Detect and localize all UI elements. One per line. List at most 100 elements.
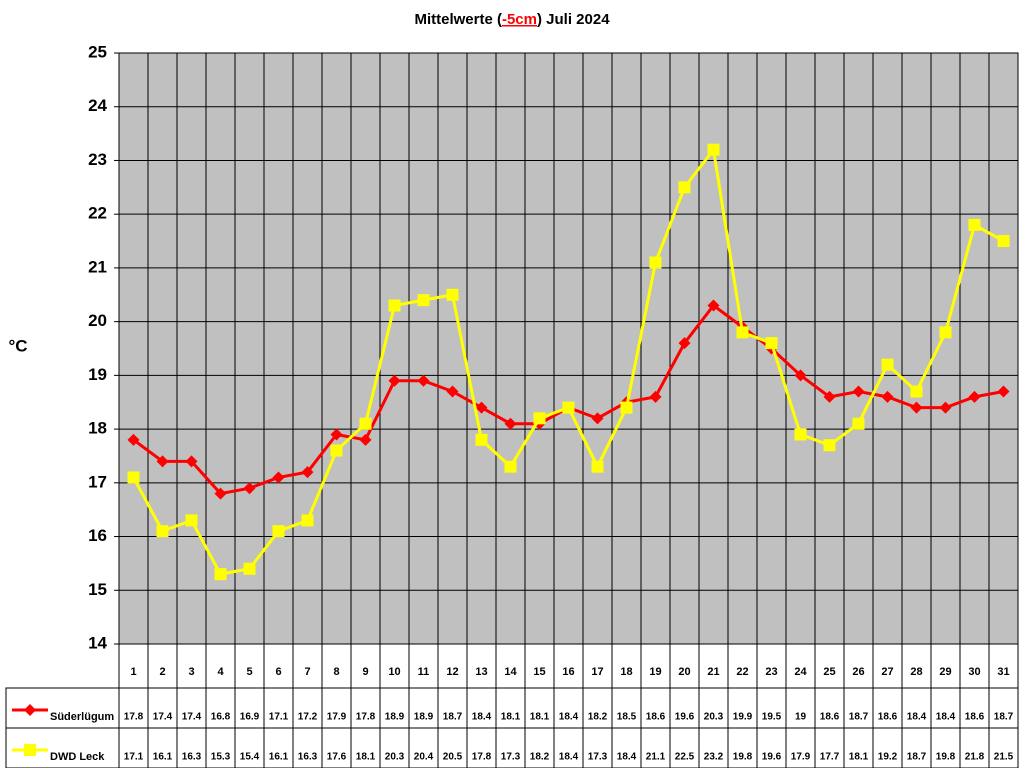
point — [417, 294, 430, 307]
point — [359, 417, 372, 430]
table-value: 16.8 — [211, 712, 231, 723]
table-value: 17.9 — [791, 752, 811, 763]
legend-marker — [24, 744, 36, 756]
table-value: 19.5 — [762, 712, 782, 723]
data-table — [118, 643, 1019, 768]
table-value: 15.3 — [211, 752, 231, 763]
table-value: 19.6 — [675, 712, 695, 723]
point — [823, 439, 836, 452]
table-value: 17.6 — [327, 752, 347, 763]
point — [446, 288, 459, 301]
point — [388, 299, 401, 312]
x-tick-label: 5 — [246, 666, 252, 678]
x-tick-label: 11 — [418, 666, 430, 678]
y-tick-label: 19 — [88, 365, 107, 384]
table-value: 18.9 — [385, 712, 405, 723]
table-value: 18.5 — [617, 712, 637, 723]
point — [127, 471, 140, 484]
point — [156, 455, 169, 468]
table-value: 19.6 — [762, 752, 782, 763]
x-tick-label: 7 — [304, 666, 310, 678]
table-value: 17.7 — [820, 752, 840, 763]
table-value: 18.6 — [965, 712, 985, 723]
table-value: 18.7 — [849, 712, 869, 723]
x-tick-label: 15 — [533, 666, 545, 678]
point — [243, 482, 256, 495]
table-value: 18.7 — [907, 752, 927, 763]
table-value: 17.8 — [124, 712, 144, 723]
point — [881, 390, 894, 403]
x-tick-label: 17 — [591, 666, 603, 678]
table-value: 17.8 — [472, 752, 492, 763]
point — [301, 514, 314, 527]
point — [214, 568, 227, 581]
y-tick-label: 24 — [88, 96, 107, 115]
point — [533, 412, 546, 425]
table-value: 18.4 — [472, 712, 492, 723]
title-part: -5cm — [502, 11, 537, 28]
table-value: 18.6 — [878, 712, 898, 723]
point — [272, 525, 285, 538]
x-tick-label: 30 — [968, 666, 980, 678]
point — [272, 471, 285, 484]
point — [765, 337, 778, 350]
point — [359, 433, 372, 446]
point — [446, 385, 459, 398]
table-value: 17.8 — [356, 712, 376, 723]
point — [852, 417, 865, 430]
y-tick-label: 25 — [88, 42, 107, 61]
x-tick-label: 1 — [130, 666, 136, 678]
table-value: 18.6 — [820, 712, 840, 723]
point — [330, 444, 343, 457]
point — [852, 385, 865, 398]
table-value: 18.2 — [530, 752, 550, 763]
table-value: 19.8 — [733, 752, 753, 763]
title-part: Mittelwerte ( — [414, 11, 502, 28]
point — [794, 369, 807, 382]
point — [504, 460, 517, 473]
point — [185, 514, 198, 527]
x-tick-label: 28 — [910, 666, 922, 678]
point — [475, 433, 488, 446]
plot-area — [118, 52, 1019, 645]
table-value: 22.5 — [675, 752, 695, 763]
point — [649, 390, 662, 403]
point — [127, 433, 140, 446]
y-tick-label: 18 — [88, 419, 107, 438]
table-value: 17.3 — [501, 752, 521, 763]
point — [997, 235, 1010, 248]
table-value: 18.4 — [617, 752, 637, 763]
table-value: 18.1 — [356, 752, 376, 763]
y-tick-label: 21 — [88, 257, 107, 276]
y-tick-label: 22 — [88, 204, 107, 223]
point — [591, 412, 604, 425]
table-value: 18.4 — [559, 752, 579, 763]
point — [939, 401, 952, 414]
y-tick-label: 17 — [88, 472, 107, 491]
table-value: 19.9 — [733, 712, 753, 723]
point — [301, 466, 314, 479]
x-tick-label: 20 — [678, 666, 690, 678]
table-value: 18.4 — [907, 712, 927, 723]
x-tick-label: 14 — [504, 666, 517, 678]
point — [736, 326, 749, 339]
point — [649, 256, 662, 269]
table-value: 20.5 — [443, 752, 463, 763]
table-value: 21.8 — [965, 752, 985, 763]
x-tick-label: 9 — [362, 666, 368, 678]
x-tick-label: 6 — [275, 666, 281, 678]
point — [562, 401, 575, 414]
x-tick-label: 4 — [217, 666, 224, 678]
table-value: 18.9 — [414, 712, 434, 723]
x-tick-label: 2 — [159, 666, 165, 678]
point — [707, 299, 720, 312]
table-value: 18.7 — [443, 712, 463, 723]
x-tick-label: 27 — [881, 666, 893, 678]
x-tick-label: 13 — [475, 666, 487, 678]
point — [591, 460, 604, 473]
x-tick-label: 12 — [446, 666, 458, 678]
y-tick-label: 15 — [88, 580, 107, 599]
table-value: 18.2 — [588, 712, 608, 723]
table-value: 18.1 — [530, 712, 550, 723]
